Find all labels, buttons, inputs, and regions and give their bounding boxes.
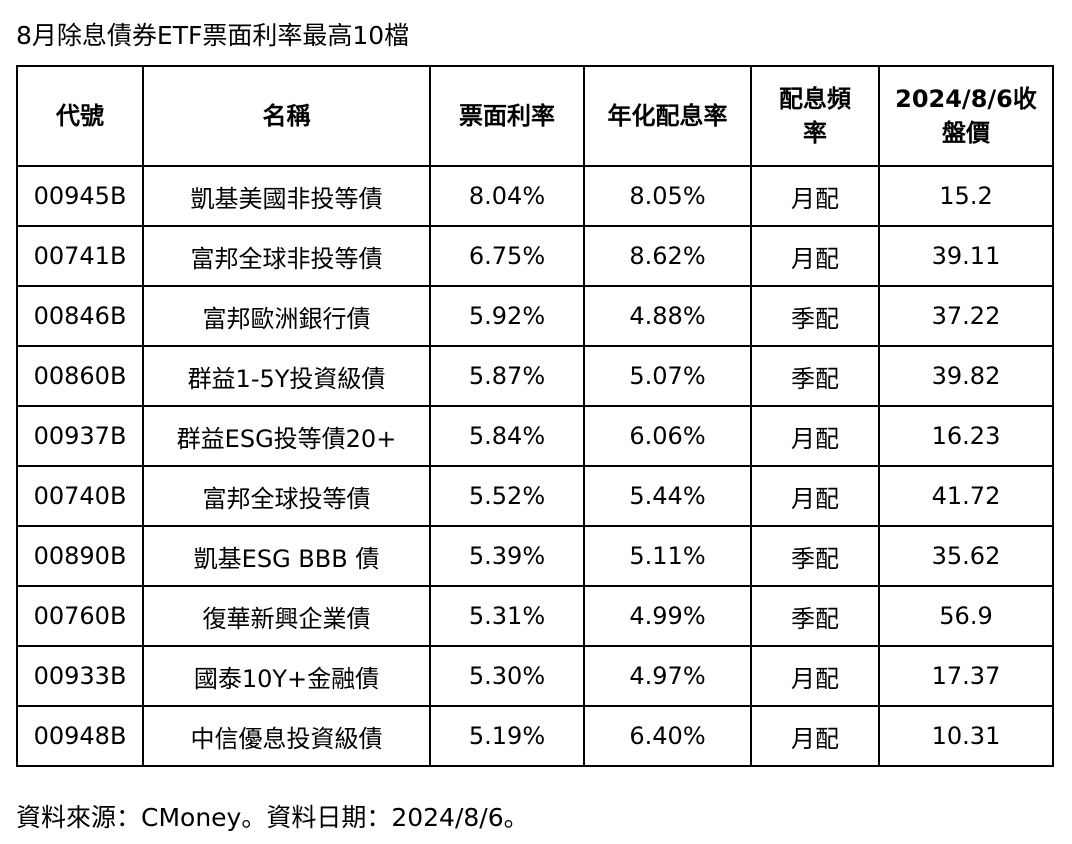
cell-code: 00741B [16,225,144,287]
cell-coupon-rate: 8.04% [429,165,585,227]
cell-close-price: 17.37 [878,645,1054,707]
cell-coupon-rate: 5.87% [429,345,585,407]
cell-name: 凱基美國非投等債 [142,165,431,227]
cell-frequency: 月配 [750,405,880,467]
cell-annual-yield: 4.97% [583,645,752,707]
cell-frequency: 月配 [750,225,880,287]
cell-annual-yield: 6.06% [583,405,752,467]
cell-name: 群益1-5Y投資級債 [142,345,431,407]
header-frequency: 配息頻率 [750,65,880,167]
cell-name: 富邦全球投等債 [142,465,431,527]
table-row: 00860B 群益1-5Y投資級債 5.87% 5.07% 季配 39.82 [16,345,1054,407]
cell-close-price: 15.2 [878,165,1054,227]
cell-frequency: 季配 [750,525,880,587]
cell-annual-yield: 6.40% [583,705,752,767]
table-row: 00945B 凱基美國非投等債 8.04% 8.05% 月配 15.2 [16,165,1054,227]
header-code: 代號 [16,65,144,167]
table-row: 00890B 凱基ESG BBB 債 5.39% 5.11% 季配 35.62 [16,525,1054,587]
cell-code: 00890B [16,525,144,587]
cell-code: 00933B [16,645,144,707]
cell-code: 00948B [16,705,144,767]
table-body: 00945B 凱基美國非投等債 8.04% 8.05% 月配 15.2 00741B 富邦全球… [16,165,1054,767]
cell-frequency: 月配 [750,165,880,227]
cell-close-price: 41.72 [878,465,1054,527]
cell-coupon-rate: 5.39% [429,525,585,587]
page-title: 8月除息債券ETF票面利率最高10檔 [16,21,410,50]
cell-code: 00945B [16,165,144,227]
cell-annual-yield: 8.62% [583,225,752,287]
table-row: 00760B 復華新興企業債 5.31% 4.99% 季配 56.9 [16,585,1054,647]
header-coupon-rate: 票面利率 [429,65,585,167]
cell-close-price: 39.82 [878,345,1054,407]
cell-annual-yield: 4.99% [583,585,752,647]
table-row: 00933B 國泰10Y+金融債 5.30% 4.97% 月配 17.37 [16,645,1054,707]
cell-annual-yield: 4.88% [583,285,752,347]
cell-code: 00937B [16,405,144,467]
cell-coupon-rate: 5.84% [429,405,585,467]
cell-coupon-rate: 5.19% [429,705,585,767]
cell-frequency: 月配 [750,645,880,707]
cell-close-price: 16.23 [878,405,1054,467]
cell-code: 00760B [16,585,144,647]
etf-table: 代號 名稱 票面利率 年化配息率 配息頻率 2024/8/6收盤價 00945B… [16,65,1054,767]
cell-code: 00860B [16,345,144,407]
cell-close-price: 56.9 [878,585,1054,647]
cell-annual-yield: 5.44% [583,465,752,527]
cell-name: 復華新興企業債 [142,585,431,647]
cell-close-price: 37.22 [878,285,1054,347]
cell-coupon-rate: 5.92% [429,285,585,347]
cell-annual-yield: 8.05% [583,165,752,227]
table-header-row: 代號 名稱 票面利率 年化配息率 配息頻率 2024/8/6收盤價 [16,65,1054,167]
header-name: 名稱 [142,65,431,167]
table-row: 00740B 富邦全球投等債 5.52% 5.44% 月配 41.72 [16,465,1054,527]
cell-name: 國泰10Y+金融債 [142,645,431,707]
cell-frequency: 月配 [750,705,880,767]
cell-name: 凱基ESG BBB 債 [142,525,431,587]
cell-name: 中信優息投資級債 [142,705,431,767]
table-row: 00948B 中信優息投資級債 5.19% 6.40% 月配 10.31 [16,705,1054,767]
header-close-price: 2024/8/6收盤價 [878,65,1054,167]
cell-frequency: 季配 [750,585,880,647]
cell-coupon-rate: 5.30% [429,645,585,707]
table-row: 00846B 富邦歐洲銀行債 5.92% 4.88% 季配 37.22 [16,285,1054,347]
cell-frequency: 季配 [750,345,880,407]
cell-code: 00740B [16,465,144,527]
cell-coupon-rate: 5.52% [429,465,585,527]
cell-name: 群益ESG投等債20+ [142,405,431,467]
table-row: 00937B 群益ESG投等債20+ 5.84% 6.06% 月配 16.23 [16,405,1054,467]
cell-close-price: 35.62 [878,525,1054,587]
cell-code: 00846B [16,285,144,347]
header-annual-yield: 年化配息率 [583,65,752,167]
cell-frequency: 季配 [750,285,880,347]
source-note: 資料來源：CMoney。資料日期：2024/8/6。 [16,803,529,832]
cell-annual-yield: 5.11% [583,525,752,587]
cell-name: 富邦歐洲銀行債 [142,285,431,347]
cell-name: 富邦全球非投等債 [142,225,431,287]
cell-coupon-rate: 5.31% [429,585,585,647]
cell-close-price: 10.31 [878,705,1054,767]
table-row: 00741B 富邦全球非投等債 6.75% 8.62% 月配 39.11 [16,225,1054,287]
cell-close-price: 39.11 [878,225,1054,287]
cell-frequency: 月配 [750,465,880,527]
cell-coupon-rate: 6.75% [429,225,585,287]
cell-annual-yield: 5.07% [583,345,752,407]
